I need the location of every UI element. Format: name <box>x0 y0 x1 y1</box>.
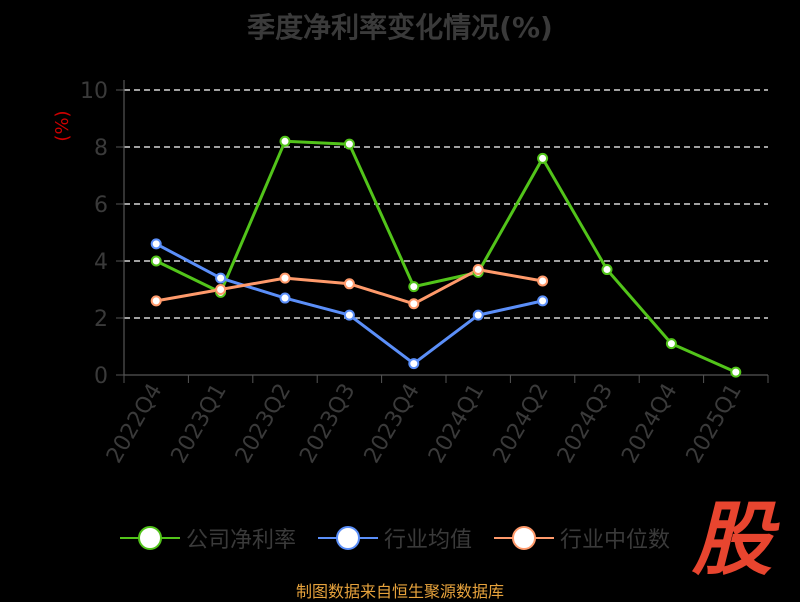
data-point-2 <box>537 295 549 307</box>
legend-label-company: 公司净利率 <box>186 528 297 553</box>
data-point-1 <box>343 138 355 150</box>
data-point-1 <box>730 366 742 378</box>
data-point-1 <box>279 135 291 147</box>
data-point-3 <box>215 284 227 295</box>
y-tick-label: 10 <box>80 79 108 104</box>
legend: 公司净利率 行业均值 行业中位数 <box>120 518 692 558</box>
data-point-3 <box>279 272 291 284</box>
legend-label-industry-mean: 行业均值 <box>384 528 473 553</box>
data-source-note: 制图数据来自恒生聚源数据库 <box>295 582 504 601</box>
legend-item-industry-median[interactable]: 行业中位数 <box>494 522 670 554</box>
data-point-2 <box>150 238 162 250</box>
data-point-1 <box>601 264 613 276</box>
x-tick-label: 2024Q1 <box>424 380 489 468</box>
data-point-2 <box>408 358 420 370</box>
legend-label-industry-median: 行业中位数 <box>560 528 671 553</box>
data-point-2 <box>215 272 227 284</box>
x-tick-label: 2023Q2 <box>231 380 296 468</box>
data-point-3 <box>343 278 355 290</box>
y-tick-label: 4 <box>94 250 108 275</box>
y-tick-label: 0 <box>94 364 108 389</box>
legend-item-company[interactable]: 公司净利率 <box>120 522 296 554</box>
legend-swatch-industry-median <box>494 526 555 550</box>
y-axis-title: (%) <box>52 110 73 141</box>
data-point-1 <box>150 255 162 267</box>
data-point-3 <box>150 295 162 307</box>
y-tick-label: 8 <box>94 136 108 161</box>
x-tick-label: 2023Q4 <box>360 380 425 468</box>
x-tick-label: 2024Q2 <box>488 380 553 468</box>
data-point-1 <box>537 152 549 164</box>
legend-swatch-company <box>120 526 180 550</box>
y-tick-label: 2 <box>94 307 108 332</box>
x-tick-label: 2024Q4 <box>617 380 682 468</box>
data-point-3 <box>472 264 484 276</box>
data-point-2 <box>472 309 484 321</box>
y-tick-label: 6 <box>94 193 108 218</box>
x-tick-label: 2025Q1 <box>682 380 747 468</box>
series-line-1 <box>155 139 737 374</box>
x-tick-label: 2023Q1 <box>166 380 231 468</box>
data-point-1 <box>665 338 677 350</box>
x-tick-label: 2022Q4 <box>102 380 167 468</box>
legend-swatch-industry-mean <box>318 526 379 550</box>
data-point-2 <box>343 309 355 321</box>
chart-title: 季度净利率变化情况(%) <box>247 11 553 44</box>
data-point-3 <box>537 275 549 287</box>
data-point-3 <box>408 298 420 310</box>
legend-item-industry-mean[interactable]: 行业均值 <box>318 522 472 554</box>
brand-logo: 股 <box>692 493 772 586</box>
x-tick-label: 2024Q3 <box>553 380 618 468</box>
data-point-1 <box>408 281 420 293</box>
data-point-2 <box>279 292 291 304</box>
x-tick-label: 2023Q3 <box>295 380 360 468</box>
